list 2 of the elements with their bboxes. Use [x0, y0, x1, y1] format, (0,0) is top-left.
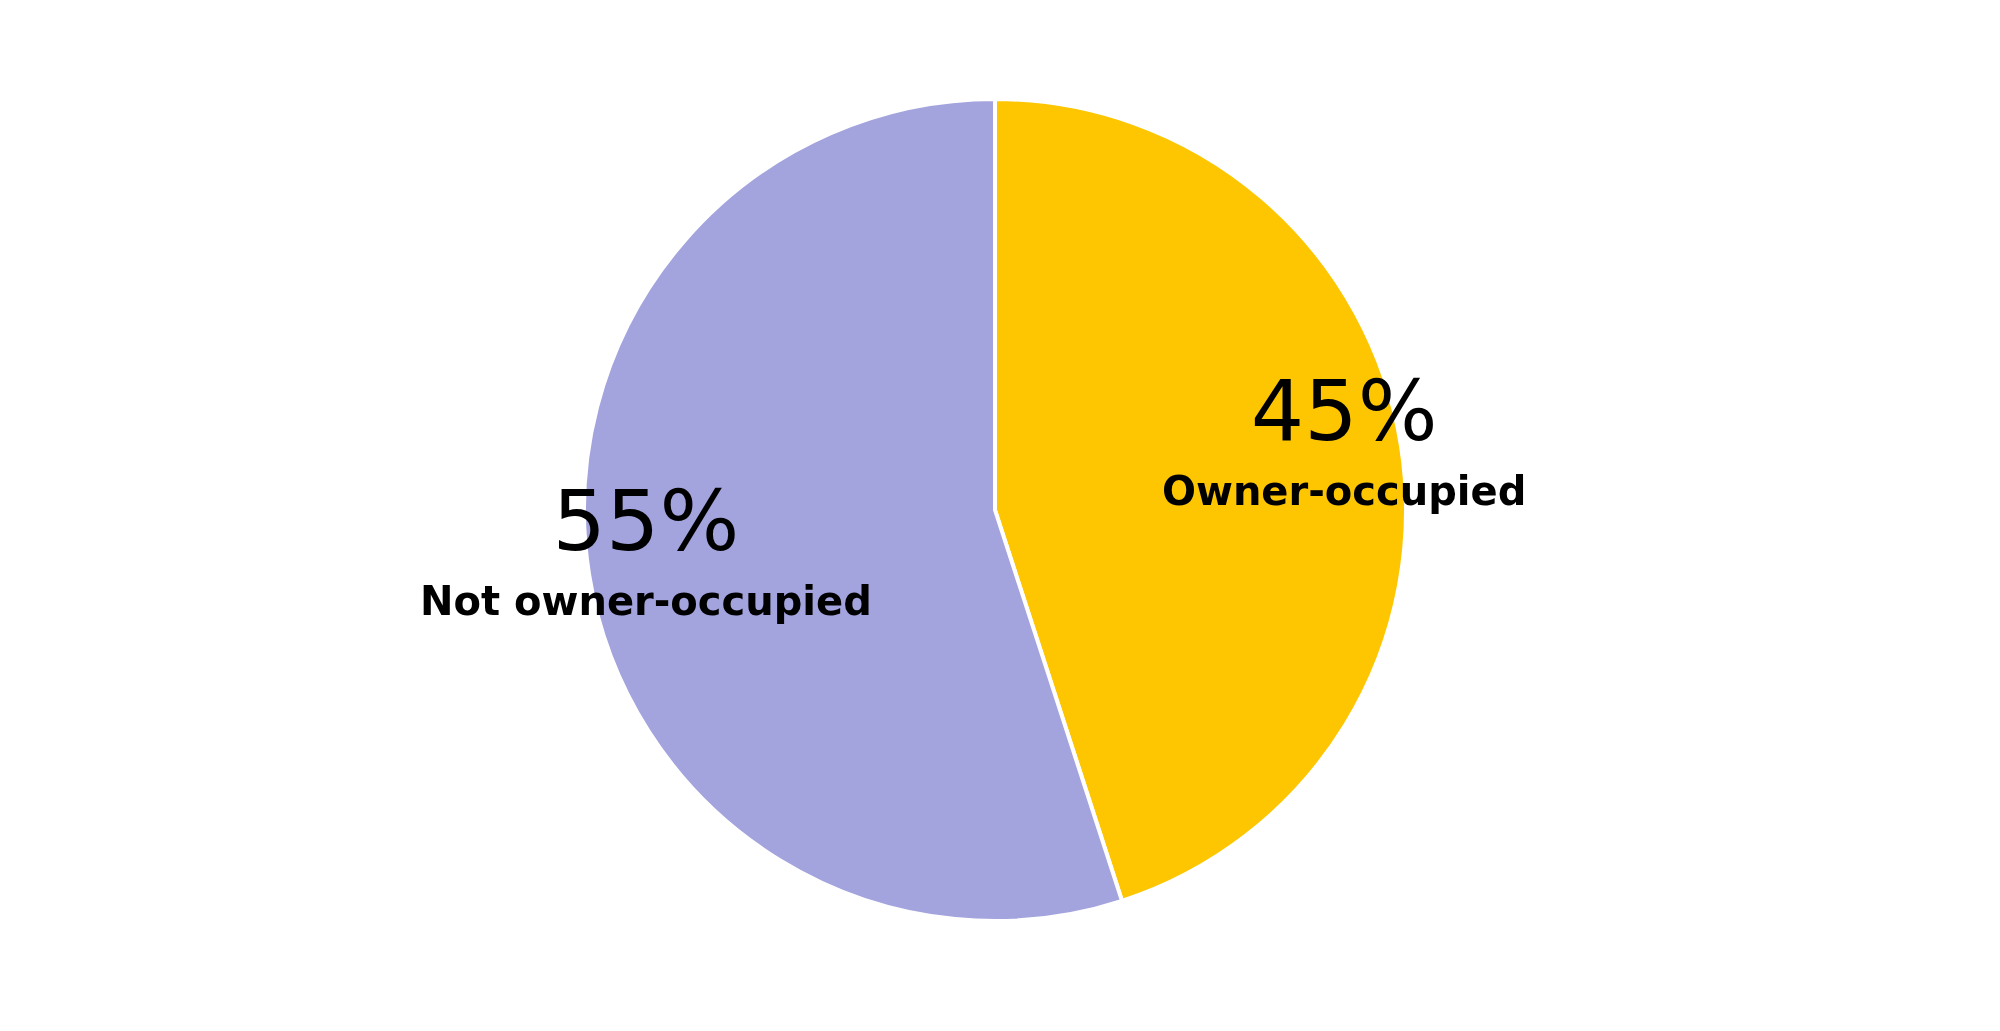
- slice-label: Not owner-occupied: [419, 578, 872, 625]
- data-label: 55%: [552, 472, 740, 571]
